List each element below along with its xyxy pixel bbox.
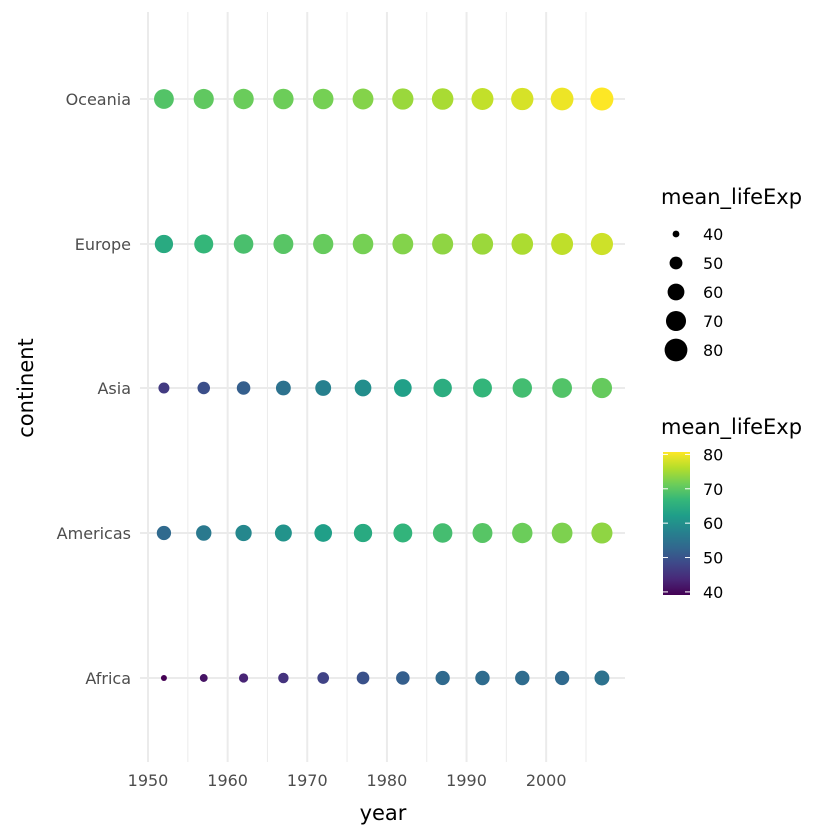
color-legend: mean_lifeExp 40 50 60 70 80 [661,415,802,602]
data-point [278,672,289,684]
size-legend-label: 70 [703,312,723,331]
x-tick-labels: 1950 1960 1970 1980 1990 2000 [128,771,567,790]
data-point [433,378,452,398]
data-point [511,233,534,255]
data-point [235,524,252,542]
data-point [273,234,294,254]
size-legend-label: 40 [703,225,723,244]
data-point [193,88,214,110]
data-point [432,233,454,255]
data-point [196,525,212,541]
size-legend-label: 50 [703,254,723,273]
data-point [551,233,574,255]
colorbar-label: 60 [703,514,723,533]
data-point [199,674,208,682]
data-point [393,379,412,397]
data-point [551,522,573,544]
data-point [512,522,533,544]
data-point [238,673,249,683]
x-axis-title: year [360,801,407,825]
data-point [512,378,533,398]
data-point [274,524,292,542]
data-point [431,88,454,110]
data-point [160,675,167,681]
data-point [233,234,254,254]
data-point [194,234,214,254]
size-legend: mean_lifeExp 40 50 60 70 80 [661,185,802,362]
data-point [353,523,373,543]
x-tick-label: 1960 [207,771,248,790]
data-point [511,87,534,111]
data-point [317,672,330,684]
data-point [313,233,334,255]
data-point [354,379,372,397]
data-point [197,381,211,395]
size-legend-key [665,310,687,332]
size-legend-key [667,283,685,301]
x-tick-label: 2000 [526,771,567,790]
data-point [515,670,530,686]
data-point [156,525,172,541]
data-point [435,670,450,686]
color-legend-title: mean_lifeExp [661,415,802,440]
data-point [392,233,414,255]
data-point [590,87,614,111]
colorbar-label: 50 [703,549,723,568]
data-point [471,233,494,255]
size-legend-key [664,338,688,362]
data-point [471,88,494,110]
size-legend-title: mean_lifeExp [661,185,802,210]
data-point [552,378,573,398]
x-tick-label: 1990 [446,771,487,790]
y-tick-label: Americas [57,524,131,543]
data-point [273,88,294,110]
data-point [352,233,374,255]
colorbar-label: 40 [703,583,723,602]
y-tick-label: Oceania [66,90,131,109]
data-point [591,522,613,544]
y-axis-title: continent [14,338,38,438]
data-point [594,670,610,686]
x-tick-label: 1950 [128,771,169,790]
y-tick-label: Africa [85,669,131,688]
data-point [352,88,374,110]
size-legend-label: 60 [703,283,723,302]
data-point [393,523,413,543]
data-point [154,234,174,254]
data-point [236,381,251,395]
data-point [591,377,613,399]
data-point [158,382,170,394]
x-tick-label: 1980 [367,771,408,790]
data-point [472,378,492,398]
data-point [392,88,414,110]
data-points [154,87,614,686]
size-legend-key [669,256,683,270]
data-point [312,88,334,110]
colorbar-label: 70 [703,480,723,499]
data-point [550,87,574,111]
data-point [275,380,291,396]
y-gridlines [140,98,625,679]
size-legend-key [672,230,680,238]
data-point [396,671,410,685]
data-point [590,232,614,256]
data-point [356,671,370,685]
size-legend-label: 80 [703,341,723,360]
data-point [432,523,453,543]
y-tick-label: Asia [97,379,131,398]
y-tick-label: Europe [75,235,131,254]
colorbar-label: 80 [703,445,723,464]
data-point [154,89,174,109]
x-tick-label: 1970 [287,771,328,790]
data-point [233,88,254,110]
data-point [314,524,333,542]
y-tick-labels: Africa Americas Asia Europe Oceania [57,90,131,688]
data-point [472,523,493,543]
data-point [554,670,570,686]
data-point [475,670,490,686]
data-point [315,380,332,396]
